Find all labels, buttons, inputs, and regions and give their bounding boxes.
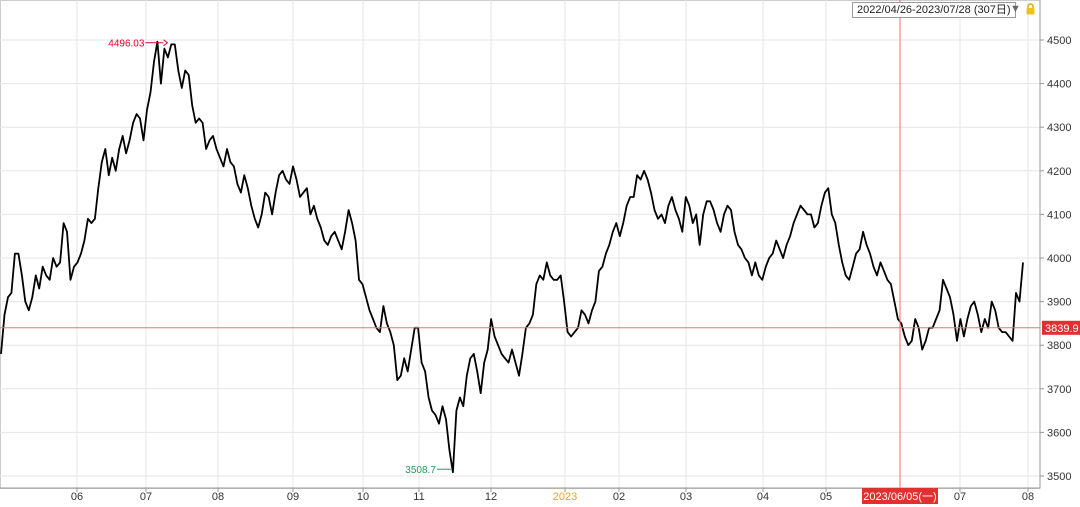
x-axis: 06 07 08 09 10 11 12 2023 02 03 04 05 07 08	[0, 487, 1040, 503]
y-tick-label: 3500	[1047, 471, 1071, 483]
x-tick-label: 05	[820, 491, 832, 503]
y-tick-label: 3800	[1047, 340, 1071, 352]
x-tick-label: 04	[757, 491, 769, 503]
y-tick-label: 4000	[1047, 253, 1071, 265]
x-tick-label: 08	[212, 491, 224, 503]
y-tick-label: 4500	[1047, 35, 1071, 47]
y-tick-label: 3700	[1047, 384, 1071, 396]
date-range-selector[interactable]: 2022/04/26-2023/07/28 (307日)	[852, 2, 1016, 18]
lock-icon[interactable]	[1026, 3, 1035, 15]
price-tag-label: 3839.9	[1045, 323, 1079, 335]
x-tick-label: 03	[680, 491, 692, 503]
x-tick-label: 12	[485, 491, 497, 503]
price-tag	[1042, 320, 1080, 335]
date-range-label: 2022/04/26-2023/07/28 (307日)	[857, 4, 1011, 16]
low-label: 3508.7	[405, 465, 436, 476]
chart-grid	[0, 0, 1041, 489]
high-marker-arrow	[163, 39, 169, 47]
annotations: 4496.03 3508.7	[108, 39, 451, 476]
crosshair	[0, 0, 1040, 488]
x-tick-label: 07	[954, 491, 966, 503]
x-tick-label: 02	[613, 491, 625, 503]
x-tick-label: 2023	[553, 491, 577, 503]
x-tick-label: 09	[287, 491, 299, 503]
x-tick-label: 10	[357, 491, 369, 503]
crosshair-tags: 3839.9 2023/06/05(一)	[862, 320, 1080, 504]
y-tick-label: 4400	[1047, 79, 1071, 91]
chart-series	[0, 40, 1024, 474]
x-tick-label: 07	[140, 491, 152, 503]
date-tag	[862, 488, 938, 504]
x-tick-label: 11	[413, 491, 424, 503]
plot-frame	[0, 0, 1041, 489]
y-tick-label: 4200	[1047, 166, 1071, 178]
x-tick-label: 06	[71, 491, 83, 503]
y-tick-label: 3900	[1047, 297, 1071, 309]
x-tick-label: 08	[1022, 491, 1034, 503]
price-line	[0, 40, 1024, 474]
date-tag-label: 2023/06/05(一)	[863, 491, 936, 503]
y-tick-label: 4300	[1047, 122, 1071, 134]
y-tick-label: 4100	[1047, 209, 1071, 221]
triangle-down-icon[interactable]: ▼	[1010, 3, 1021, 15]
y-axis: 3500 3600 3700 3800 3900 4000 4100 4200 4300 4400…	[1039, 0, 1071, 488]
high-label: 4496.03	[108, 39, 145, 50]
y-tick-label: 3600	[1047, 427, 1071, 439]
